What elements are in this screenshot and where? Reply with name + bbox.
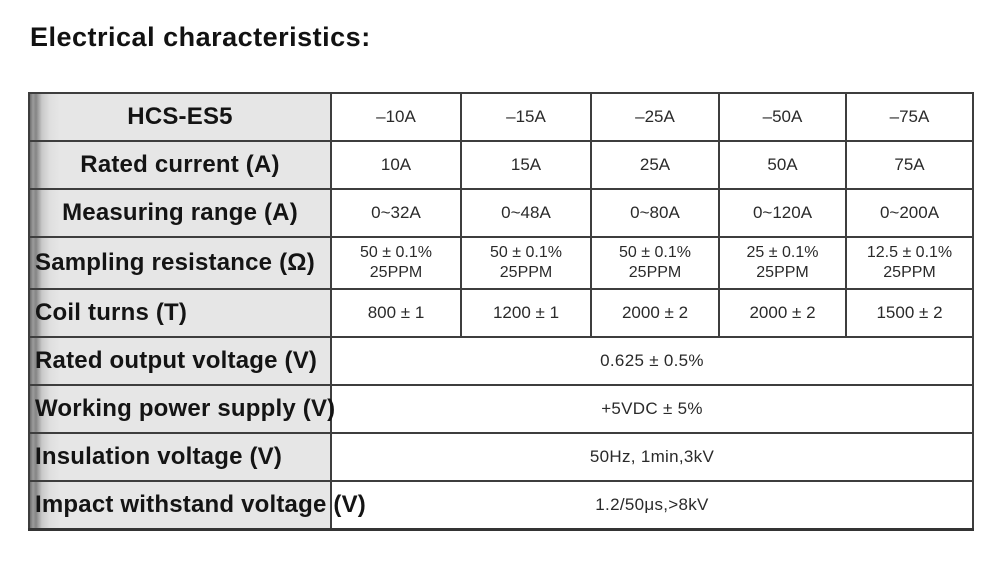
model-variant-cell: –50A: [718, 92, 847, 142]
value-cell: 10A: [330, 140, 462, 190]
model-name-cell: HCS-ES5: [28, 92, 332, 142]
table-row-coil-turns: Coil turns (T) 800 ± 1 1200 ± 1 2000 ± 2…: [28, 288, 974, 338]
row-label-cell: Working power supply (V): [28, 384, 335, 434]
row-label: Coil turns (T): [35, 299, 188, 326]
row-label: Sampling resistance (Ω): [35, 249, 315, 276]
value-cell: 12.5 ± 0.1% 25PPM: [845, 236, 974, 290]
row-label-cell: Impact withstand voltage (V): [28, 480, 366, 530]
value-cell: 2000 ± 2: [590, 288, 720, 338]
row-label-cell: Insulation voltage (V): [28, 432, 332, 482]
span-value-cell: 1.2/50μs,>8kV: [330, 480, 974, 530]
value-cell: 75A: [845, 140, 974, 190]
table-row-insulation-voltage: Insulation voltage (V) 50Hz, 1min,3kV: [28, 432, 974, 482]
span-value-cell: 0.625 ± 0.5%: [330, 336, 974, 386]
row-label: Rated output voltage (V): [35, 347, 318, 374]
model-name-label: HCS-ES5: [127, 103, 233, 130]
row-label-cell: Coil turns (T): [28, 288, 332, 338]
table-row-impact-withstand-voltage: Impact withstand voltage (V) 1.2/50μs,>8…: [28, 480, 974, 530]
row-label: Impact withstand voltage (V): [35, 490, 366, 518]
row-label-cell: Measuring range (A): [28, 188, 332, 238]
value-cell: 0~120A: [718, 188, 847, 238]
span-value-cell: 50Hz, 1min,3kV: [330, 432, 974, 482]
value-cell: 0~48A: [460, 188, 592, 238]
row-label-cell: Rated output voltage (V): [28, 336, 332, 386]
row-label-cell: Rated current (A): [28, 140, 332, 190]
value-cell: 15A: [460, 140, 592, 190]
value-cell: 1500 ± 2: [845, 288, 974, 338]
value-cell: 50 ± 0.1% 25PPM: [590, 236, 720, 290]
model-variant-cell: –25A: [590, 92, 720, 142]
value-cell: 800 ± 1: [330, 288, 462, 338]
value-cell: 50A: [718, 140, 847, 190]
value-cell: 50 ± 0.1% 25PPM: [330, 236, 462, 290]
row-label: Rated current (A): [80, 151, 280, 178]
row-label-cell: Sampling resistance (Ω): [28, 236, 332, 290]
model-variant-cell: –75A: [845, 92, 974, 142]
row-label: Insulation voltage (V): [35, 443, 283, 470]
value-cell: 25A: [590, 140, 720, 190]
row-label: Working power supply (V): [35, 395, 336, 422]
value-cell: 0~32A: [330, 188, 462, 238]
table-row-measuring-range: Measuring range (A) 0~32A 0~48A 0~80A 0~…: [28, 188, 974, 238]
electrical-characteristics-table: HCS-ES5 –10A –15A –25A –50A –75A Rated c…: [28, 92, 974, 531]
table-row-model: HCS-ES5 –10A –15A –25A –50A –75A: [28, 92, 974, 142]
table-row-rated-current: Rated current (A) 10A 15A 25A 50A 75A: [28, 140, 974, 190]
value-cell: 25 ± 0.1% 25PPM: [718, 236, 847, 290]
value-cell: 0~200A: [845, 188, 974, 238]
table-row-rated-output-voltage: Rated output voltage (V) 0.625 ± 0.5%: [28, 336, 974, 386]
table-row-sampling-resistance: Sampling resistance (Ω) 50 ± 0.1% 25PPM …: [28, 236, 974, 290]
table-row-working-power-supply: Working power supply (V) +5VDC ± 5%: [28, 384, 974, 434]
model-variant-cell: –10A: [330, 92, 462, 142]
value-cell: 2000 ± 2: [718, 288, 847, 338]
page-title: Electrical characteristics:: [30, 22, 371, 52]
model-variant-cell: –15A: [460, 92, 592, 142]
row-label: Measuring range (A): [62, 199, 298, 226]
value-cell: 50 ± 0.1% 25PPM: [460, 236, 592, 290]
value-cell: 1200 ± 1: [460, 288, 592, 338]
value-cell: 0~80A: [590, 188, 720, 238]
span-value-cell: +5VDC ± 5%: [330, 384, 974, 434]
